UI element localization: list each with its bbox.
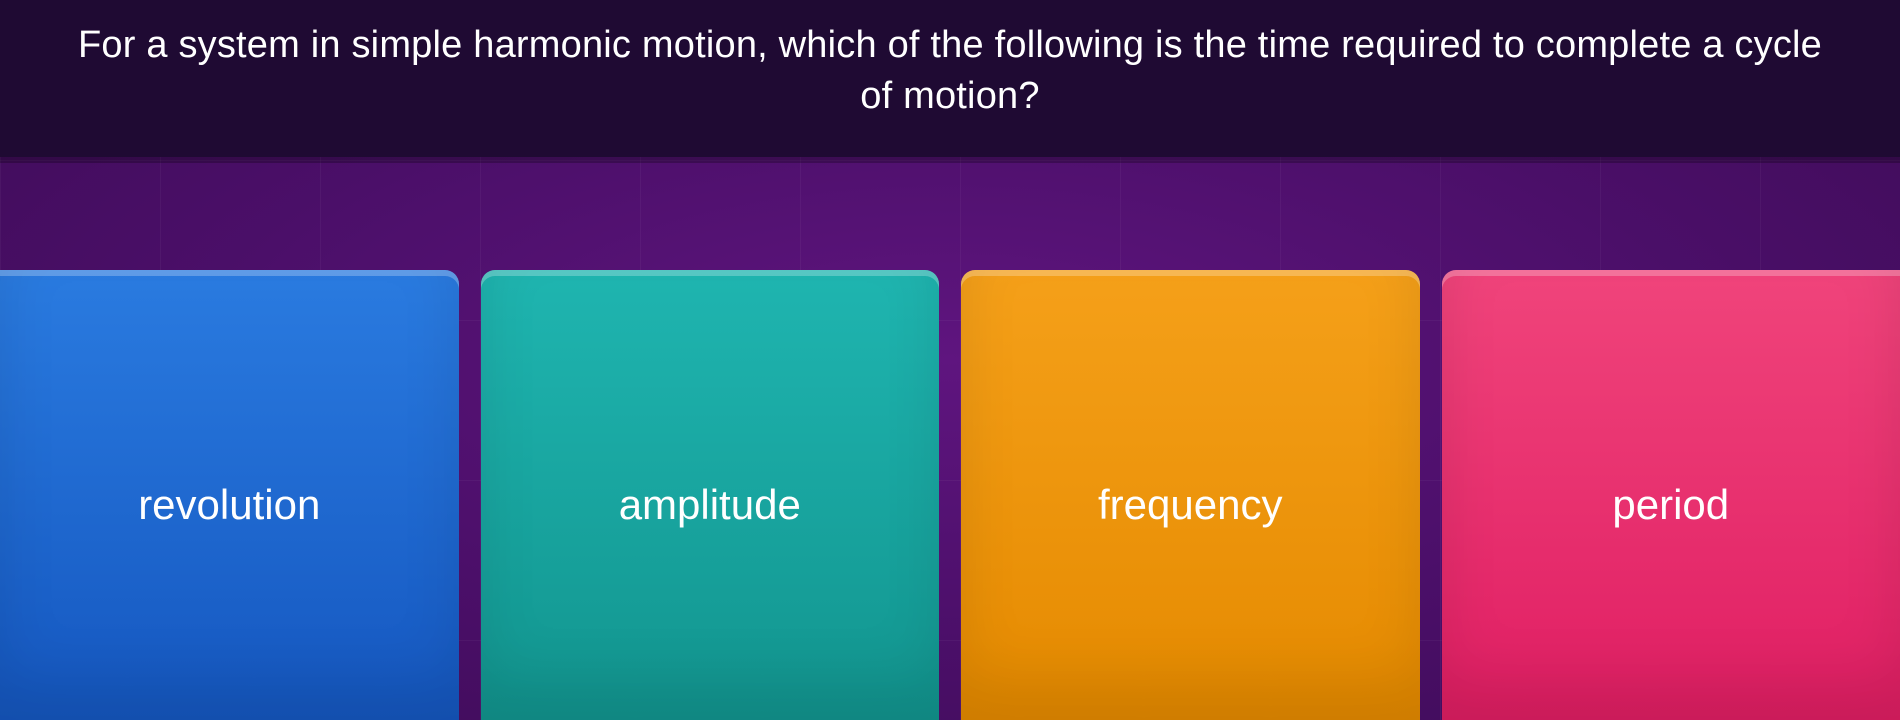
answer-label: amplitude — [619, 481, 801, 529]
answer-label: revolution — [138, 481, 320, 529]
answer-option-3[interactable]: frequency — [961, 270, 1420, 720]
answer-option-4[interactable]: period — [1442, 270, 1900, 720]
question-text: For a system in simple harmonic motion, … — [78, 24, 1822, 117]
answer-label: frequency — [1098, 481, 1282, 529]
answer-label: period — [1612, 481, 1729, 529]
answer-option-2[interactable]: amplitude — [481, 270, 940, 720]
quiz-stage: For a system in simple harmonic motion, … — [0, 0, 1900, 720]
question-bar: For a system in simple harmonic motion, … — [0, 0, 1900, 157]
answers-row: revolution amplitude frequency period — [0, 270, 1900, 720]
answer-option-1[interactable]: revolution — [0, 270, 459, 720]
